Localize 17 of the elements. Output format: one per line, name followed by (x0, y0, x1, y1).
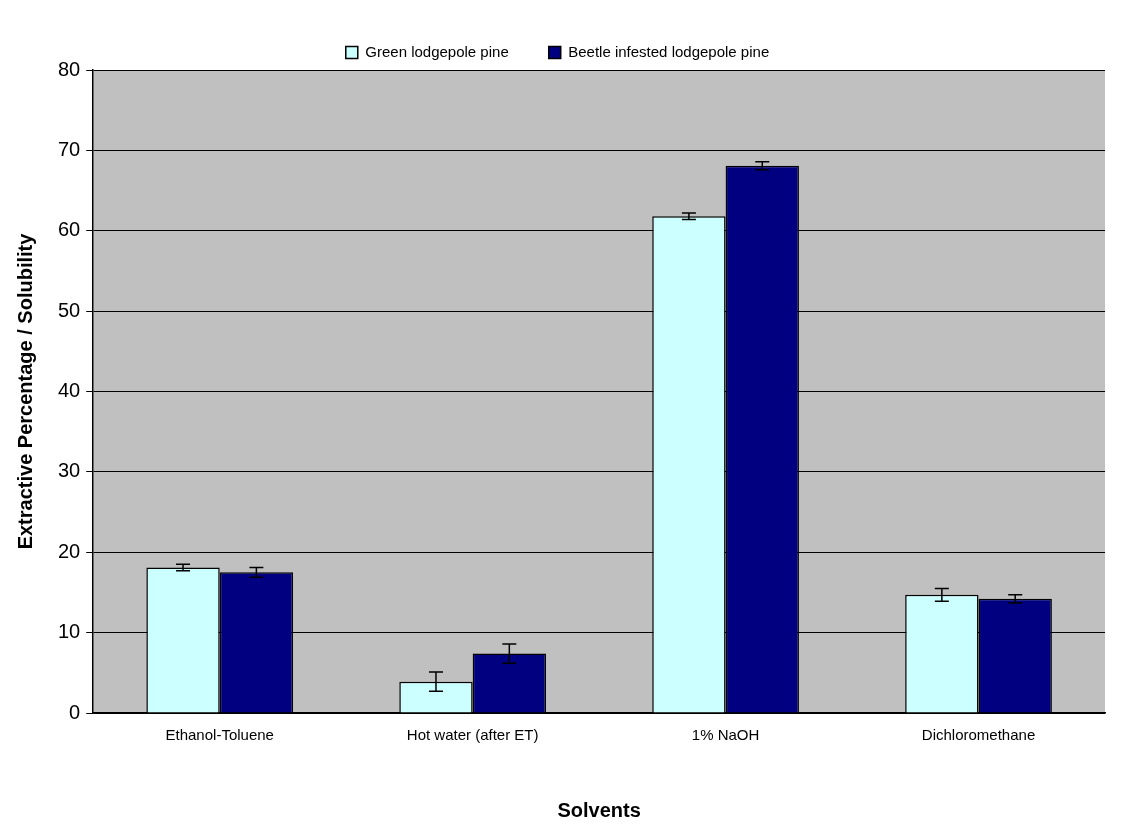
y-tick-label: 70 (58, 137, 81, 160)
legend-label: Green lodgepole pine (365, 42, 509, 60)
x-tick-label: 1% NaOH (691, 726, 760, 744)
x-axis-title: Solvents (557, 798, 641, 821)
y-tick-label: 50 (58, 298, 81, 321)
legend-label: Beetle infested lodgepole pine (568, 42, 770, 60)
x-tick-label: Hot water (after ET) (406, 726, 539, 744)
y-tick-label: 10 (58, 620, 81, 643)
y-tick-label: 30 (58, 459, 81, 482)
y-tick-label: 80 (58, 57, 81, 80)
y-tick-label: 0 (69, 700, 81, 723)
y-tick-label: 60 (58, 218, 81, 241)
y-tick-label: 20 (58, 539, 81, 562)
x-tick-label: Dichloromethane (921, 726, 1036, 744)
y-axis-title: Extractive Percentage / Solubility (13, 232, 36, 550)
y-tick-label: 40 (58, 379, 81, 402)
x-tick-label: Ethanol-Toluene (165, 726, 274, 744)
